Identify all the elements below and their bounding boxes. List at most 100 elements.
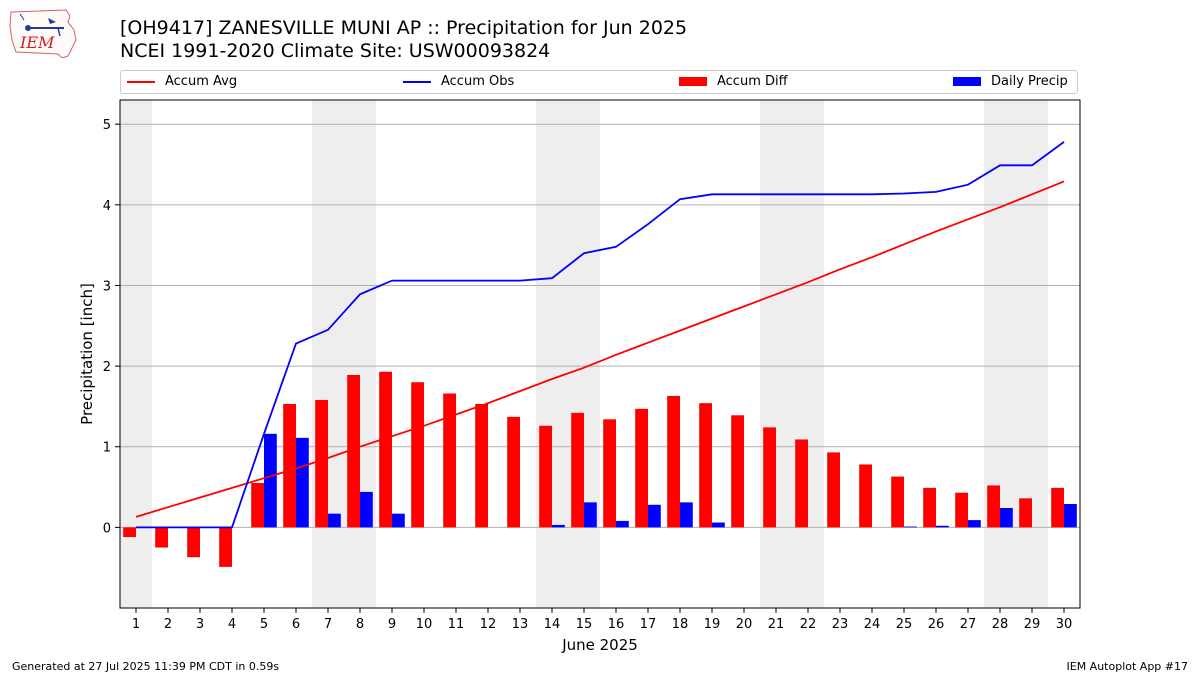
y-tick-label: 0 — [103, 521, 111, 536]
x-tick-label: 17 — [640, 617, 657, 632]
daily-precip-bar — [648, 504, 661, 528]
x-tick-label: 29 — [1024, 617, 1041, 632]
accum-diff-bar — [539, 425, 552, 528]
legend-label-accum-avg: Accum Avg — [165, 74, 238, 89]
accum-diff-bar — [891, 476, 904, 528]
accum-diff-bar — [1019, 498, 1032, 528]
legend-label-accum-diff: Accum Diff — [717, 74, 788, 89]
logo-text: IEM — [19, 33, 55, 52]
accum-diff-bar — [955, 492, 968, 528]
y-tick-label: 1 — [103, 441, 111, 456]
x-tick-label: 16 — [608, 617, 625, 632]
accum-diff-bar — [443, 393, 456, 528]
accum-diff-bar — [379, 371, 392, 528]
accum-diff-bar — [283, 403, 296, 528]
daily-precip-bar — [552, 524, 565, 528]
accum-diff-bar — [411, 382, 424, 528]
chart-title: [OH9417] ZANESVILLE MUNI AP :: Precipita… — [120, 17, 688, 39]
x-tick-label: 8 — [356, 617, 364, 632]
x-tick-label: 18 — [672, 617, 689, 632]
daily-precip-bar — [968, 520, 981, 528]
accum-diff-bar — [475, 403, 488, 528]
accum-diff-bar — [507, 416, 520, 528]
y-tick-label: 5 — [103, 118, 111, 133]
x-tick-label: 10 — [416, 617, 433, 632]
accum-diff-bar — [987, 485, 1000, 528]
daily-precip-bar — [584, 502, 597, 528]
accum-diff-bar — [603, 419, 616, 528]
accum-diff-bar — [571, 412, 584, 528]
chart-legend: Accum Avg Accum Obs Accum Diff Daily Pre… — [120, 70, 1078, 94]
x-axis-label: June 2025 — [561, 636, 638, 654]
legend-item-accum-diff: Accum Diff — [679, 74, 788, 90]
daily-precip-bar — [392, 513, 405, 528]
accum-diff-bar — [155, 527, 168, 548]
x-tick-label: 20 — [736, 617, 753, 632]
x-tick-label: 12 — [480, 617, 497, 632]
x-tick-label: 6 — [292, 617, 300, 632]
legend-item-accum-avg: Accum Avg — [127, 74, 237, 90]
chart-subtitle: NCEI 1991-2020 Climate Site: USW00093824 — [120, 40, 551, 62]
x-tick-label: 5 — [260, 617, 268, 632]
x-tick-label: 23 — [832, 617, 849, 632]
x-tick-label: 26 — [928, 617, 945, 632]
x-tick-label: 27 — [960, 617, 977, 632]
legend-swatch-accum-diff — [679, 77, 707, 86]
y-tick-label: 3 — [103, 279, 111, 294]
x-tick-label: 15 — [576, 617, 593, 632]
daily-precip-bar — [1000, 508, 1013, 528]
x-tick-label: 7 — [324, 617, 332, 632]
accum-diff-bar — [123, 527, 136, 538]
generated-timestamp: Generated at 27 Jul 2025 11:39 PM CDT in… — [12, 660, 280, 673]
iem-logo: IEM — [9, 9, 77, 58]
accum-diff-bar — [923, 487, 936, 528]
accum-diff-bar — [795, 439, 808, 528]
accum-diff-bar — [635, 408, 648, 528]
accum-diff-bar — [827, 452, 840, 528]
daily-precip-bar — [1064, 503, 1077, 528]
y-tick-label: 4 — [103, 199, 111, 214]
legend-swatch-accum-obs — [403, 80, 431, 83]
x-tick-label: 2 — [164, 617, 172, 632]
x-tick-label: 22 — [800, 617, 817, 632]
daily-precip-bar — [904, 526, 917, 528]
x-tick-label: 25 — [896, 617, 913, 632]
x-tick-label: 14 — [544, 617, 561, 632]
daily-precip-bar — [712, 522, 725, 528]
x-tick-label: 24 — [864, 617, 881, 632]
daily-precip-bar — [936, 525, 949, 528]
accum-diff-bar — [315, 399, 328, 528]
accum-avg-line — [135, 180, 1065, 518]
legend-item-accum-obs: Accum Obs — [403, 74, 514, 90]
accum-diff-bar — [859, 464, 872, 528]
x-tick-label: 30 — [1056, 617, 1073, 632]
x-tick-label: 13 — [512, 617, 529, 632]
daily-precip-bar — [328, 513, 341, 528]
accum-diff-bar — [699, 403, 712, 528]
weekend-band — [760, 100, 824, 608]
y-tick-label: 2 — [103, 360, 111, 375]
accum-diff-bar — [763, 427, 776, 528]
daily-precip-bar — [680, 502, 693, 528]
daily-precip-bar — [616, 520, 629, 528]
legend-item-daily-precip: Daily Precip — [953, 74, 1068, 90]
accum-diff-bar — [667, 395, 680, 528]
legend-swatch-daily-precip — [953, 77, 981, 86]
legend-swatch-accum-avg — [127, 80, 155, 83]
x-tick-label: 19 — [704, 617, 721, 632]
weekend-band — [120, 100, 152, 608]
x-tick-label: 9 — [388, 617, 396, 632]
accum-diff-bar — [187, 527, 200, 558]
accum-diff-bar — [1051, 487, 1064, 528]
x-tick-label: 28 — [992, 617, 1009, 632]
weekend-band — [312, 100, 376, 608]
weekend-band — [984, 100, 1048, 608]
x-tick-label: 3 — [196, 617, 204, 632]
x-tick-label: 21 — [768, 617, 785, 632]
accum-diff-bar — [219, 527, 232, 567]
legend-label-daily-precip: Daily Precip — [991, 74, 1068, 89]
y-axis-label: Precipitation [inch] — [78, 283, 96, 425]
x-tick-label: 11 — [448, 617, 465, 632]
accum-diff-bar — [731, 415, 744, 528]
